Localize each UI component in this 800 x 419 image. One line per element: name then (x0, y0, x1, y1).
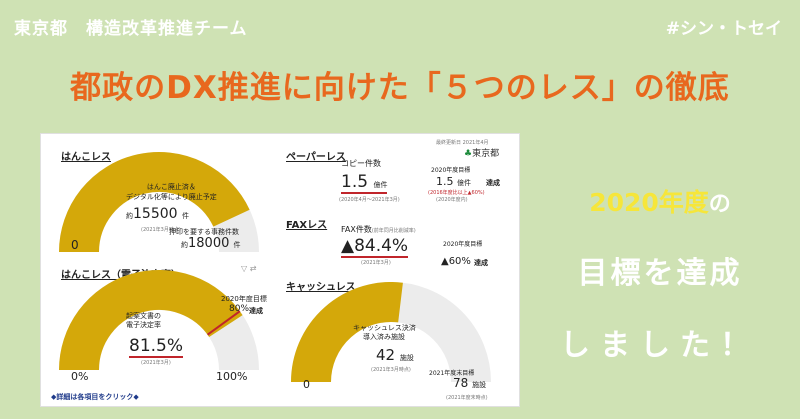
filter-icon[interactable]: ▽ ⇄ (241, 264, 257, 273)
goal-year-line: 2020年度の (589, 188, 731, 217)
fax-achieved: 達成 (474, 259, 488, 267)
cashless-gauge-fill (291, 282, 403, 383)
hanko-total-label: 押印を要する事務件数 (169, 228, 239, 236)
cashless-note: (2021年3月時点) (371, 367, 411, 373)
hanko-e-gauge-fill (59, 270, 243, 371)
hanko-e-label1: 起案文書の (126, 312, 161, 320)
hanko-e-min: 0% (71, 370, 89, 383)
hanko-e-section-title[interactable]: はんこレス（電子決定率） (61, 270, 181, 281)
cashless-label1: キャッシュレス決済 (353, 324, 416, 332)
hanko-e-label2: 電子決定率 (126, 321, 161, 329)
paper-label: コピー件数 (341, 159, 381, 168)
hanko-e-target-value: 80% (229, 304, 250, 314)
hanko-zero: 0 (71, 238, 79, 252)
fax-section-title[interactable]: FAXレス (286, 220, 328, 231)
hanko-value-row: 約15500 件 (126, 206, 189, 222)
cashless-label2: 導入済み施設 (363, 333, 405, 341)
goal-done-line: しました！ (560, 328, 760, 363)
paper-target-note: (2016年度比以上▲60%) (428, 190, 485, 196)
hanko-e-target-marker (206, 310, 241, 336)
dashboard-panel[interactable]: はんこレス はんこ廃止済＆ デジタル化等により廃止予定 約15500 件 (20… (40, 133, 520, 407)
hashtag-label: #シン・トセイ (665, 19, 782, 39)
paper-section-title[interactable]: ペーパーレス (286, 152, 346, 163)
hanko-e-max: 100% (216, 370, 248, 383)
cashless-section-title[interactable]: キャッシュレス (286, 282, 356, 293)
hanko-note: (2021年3月時点) (141, 227, 181, 233)
cashless-target-row: 78 施設 (453, 376, 487, 390)
fax-label-row: FAX件数(前年同月比削減率) (341, 225, 416, 234)
hanko-e-note: (2021年3月) (141, 360, 171, 366)
fax-note: (2021年3月) (361, 260, 391, 266)
hanko-gauge-fill (59, 152, 250, 253)
detail-link[interactable]: ◆詳細は各項目をクリック◆ (51, 393, 139, 401)
hanko-total-row: 約18000 件 (181, 236, 241, 251)
hanko-e-gauge[interactable] (59, 270, 259, 380)
hanko-gauge-label: はんこ廃止済＆ デジタル化等により廃止予定 (126, 183, 217, 201)
cashless-zero: 0 (303, 378, 310, 391)
hanko-e-value: 81.5% (129, 336, 184, 358)
hanko-gauge[interactable] (59, 152, 259, 262)
paper-target-note2: (2020年度内) (436, 197, 468, 203)
paper-note: (2020年4月～2021年3月) (339, 197, 400, 203)
cashless-gauge[interactable] (291, 282, 491, 392)
page-title: 都政のDX推進に向けた「５つのレス」の徹底 (70, 70, 730, 106)
team-label: 東京都 構造改革推進チーム (14, 19, 248, 39)
paper-target-label: 2020年度目標 (431, 167, 471, 174)
fax-target-value: ▲60% (441, 256, 471, 267)
cashless-value-row: 42 施設 (376, 346, 414, 364)
paper-achieved: 達成 (486, 179, 500, 187)
date-note: 最終更新日 2021年4月 (436, 140, 489, 146)
ginkgo-icon: ♣ (464, 149, 473, 159)
fax-value: ▲84.4% (341, 236, 409, 258)
hanko-e-achieved: 達成 (249, 307, 263, 315)
cashless-target-label: 2021年度末目標 (429, 370, 475, 377)
fax-target-label: 2020年度目標 (443, 241, 483, 248)
hanko-e-target-label: 2020年度目標 (221, 295, 267, 303)
goal-achieved-line: 目標を達成 (577, 256, 743, 291)
cashless-target-note: (2021年度末時点) (446, 395, 488, 401)
hanko-value: 15500 (133, 206, 178, 222)
paper-value-row: 1.5 億件 (341, 172, 388, 194)
paper-target-row: 1.5 億件 (436, 175, 471, 188)
hanko-section-title[interactable]: はんこレス (61, 152, 111, 163)
tokyo-logo: ♣東京都 (464, 149, 500, 159)
